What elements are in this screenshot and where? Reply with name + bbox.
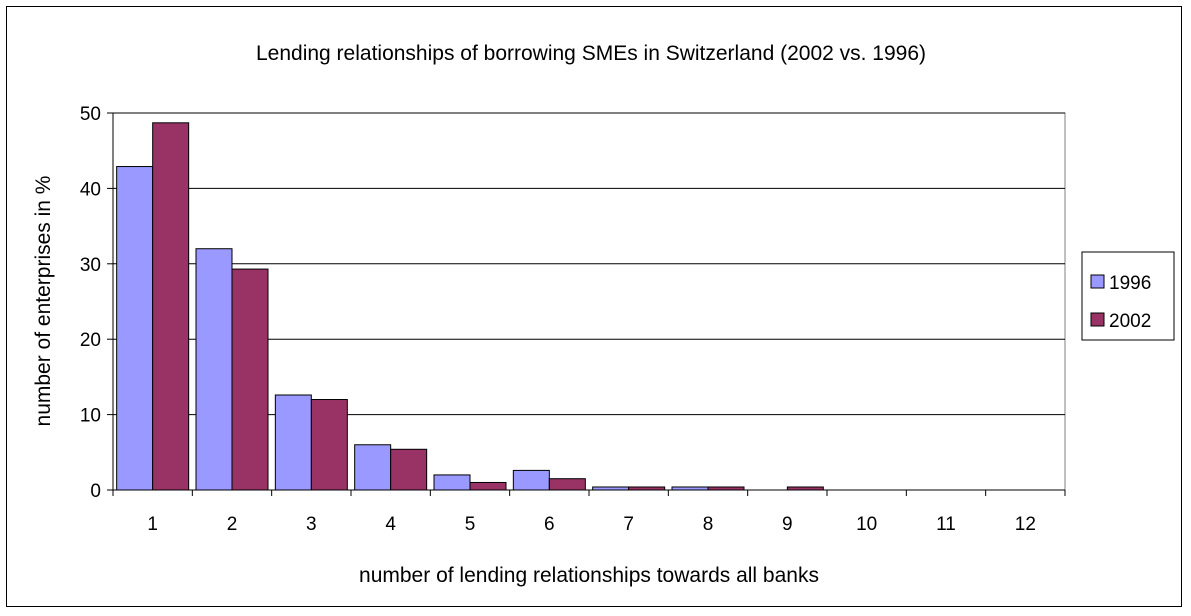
x-tick-label: 12: [1015, 514, 1036, 535]
y-tick-label: 30: [80, 255, 101, 276]
x-tick-label: 8: [703, 514, 714, 535]
gridlines: [113, 112, 1065, 416]
bar-2002-4: [390, 448, 428, 491]
legend-label-1996: 1996: [1109, 273, 1151, 294]
y-tick-label: 50: [80, 104, 101, 125]
bars: [116, 122, 824, 491]
bar-1996-3: [274, 394, 312, 491]
y-axis-title: number of enterprises in %: [32, 176, 55, 427]
x-tick-label: 2: [227, 514, 238, 535]
x-tick-label: 7: [623, 514, 634, 535]
legend-label-2002: 2002: [1109, 311, 1151, 332]
bar-2002-6: [548, 478, 586, 491]
y-tick-label: 40: [80, 179, 101, 200]
bar-1996-6: [512, 469, 550, 491]
x-axis-title: number of lending relationships towards …: [359, 564, 819, 587]
x-tick-label: 3: [306, 514, 317, 535]
x-tick-label: 4: [385, 514, 396, 535]
x-tick-label: 6: [544, 514, 555, 535]
x-tick-label: 11: [936, 514, 956, 535]
bar-2002-5: [469, 481, 507, 491]
x-tick-label: 5: [465, 514, 476, 535]
bar-1996-5: [433, 474, 471, 491]
y-tick-label: 0: [90, 481, 101, 502]
axes: [107, 112, 1066, 496]
bar-1996-1: [116, 166, 154, 491]
bar-1996-2: [195, 248, 233, 491]
bar-2002-3: [310, 399, 348, 491]
y-tick-label: 20: [80, 330, 101, 351]
legend-swatch-1996: [1090, 274, 1105, 289]
x-tick-label: 1: [147, 514, 158, 535]
y-tick-label: 10: [80, 406, 101, 427]
plot-area: [112, 112, 1066, 491]
bar-1996-4: [354, 444, 392, 491]
bar-2002-1: [152, 122, 190, 491]
legend-swatch-2002: [1090, 312, 1105, 327]
legend: 1996 2002: [1081, 251, 1175, 341]
chart-title: Lending relationships of borrowing SMEs …: [256, 42, 926, 65]
x-tick-label: 10: [856, 514, 877, 535]
x-tick-label: 9: [782, 514, 793, 535]
bar-2002-2: [231, 268, 269, 491]
